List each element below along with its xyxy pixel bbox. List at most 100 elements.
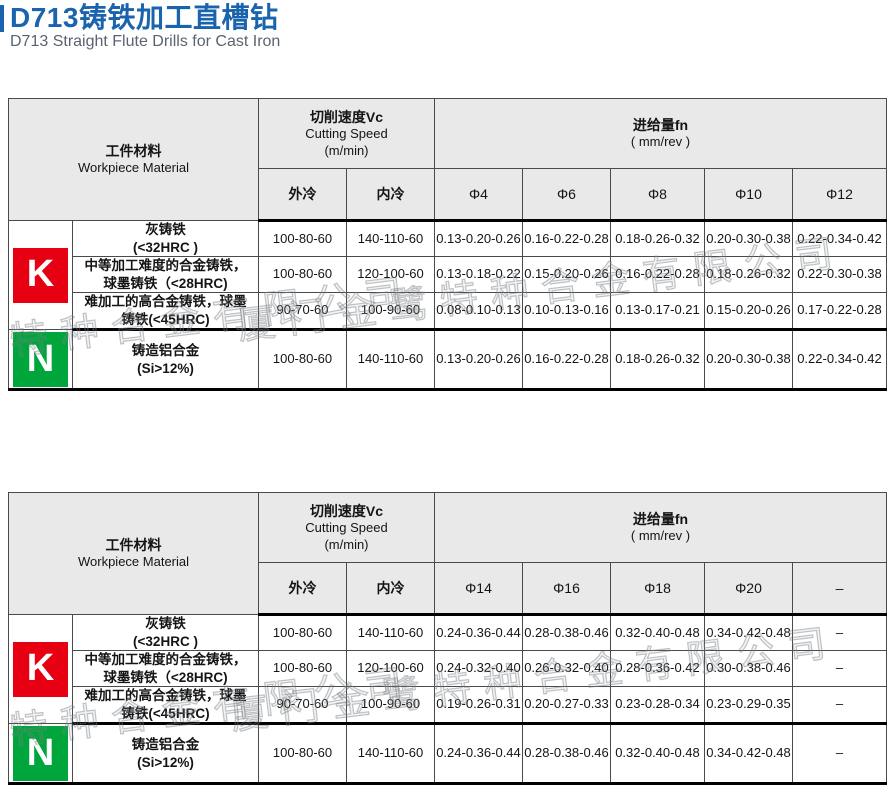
feed-value-cell: 0.15-0.20-0.26: [522, 256, 611, 294]
feed-rate-label-zh: 进给量fn: [632, 510, 689, 527]
feed-value-cell: 0.34-0.42-0.48: [704, 613, 793, 652]
speed-internal-cell: 120-100-60: [346, 650, 435, 688]
workpiece-material-cell: 灰铸铁 (<32HRC ): [72, 613, 259, 652]
speed-internal-cell: 140-110-60: [346, 613, 435, 652]
cutting-speed-label-zh: 切削速度Vc: [309, 502, 384, 519]
diameter-header: Φ16: [522, 562, 611, 616]
workpiece-material-cell: 中等加工难度的合金铸铁， 球墨铸铁（<28HRC): [72, 256, 259, 294]
speed-external-cell: 100-80-60: [258, 723, 347, 786]
feed-value-cell: 0.22-0.34-0.42: [792, 219, 887, 258]
speed-internal-cell: 100-90-60: [346, 686, 435, 726]
feed-value-cell: 0.15-0.20-0.26: [704, 292, 793, 332]
feed-value-cell: 0.13-0.18-0.22: [434, 256, 523, 294]
workpiece-material-cell: 灰铸铁 (<32HRC ): [72, 219, 259, 258]
diameter-header: Φ12: [792, 168, 887, 222]
feed-value-cell: 0.23-0.29-0.35: [704, 686, 793, 726]
table-row: 难加工的高合金铸铁，球墨 铸铁(<45HRC) 90-70-60 100-90-60…: [9, 292, 887, 332]
feed-rate-unit: ( mm/rev ): [630, 134, 691, 150]
cutting-table-small-diameters: 工件材料 Workpiece Material 切削速度Vc Cutting Spee…: [8, 98, 887, 392]
diameter-header: Φ18: [610, 562, 705, 616]
speed-external-cell: 100-80-60: [258, 613, 347, 652]
feed-value-cell: 0.24-0.32-0.40: [434, 650, 523, 688]
group-badge-k: K: [13, 247, 68, 303]
page-subtitle: D713 Straight Flute Drills for Cast Iron: [10, 33, 281, 50]
parameters-table: 工件材料 Workpiece Material 切削速度Vc Cutting Spee…: [8, 98, 887, 392]
diameter-header: –: [792, 562, 887, 616]
coolant-external-header: 外冷: [258, 168, 347, 222]
group-badge-n: N: [13, 331, 68, 387]
speed-internal-cell: 140-110-60: [346, 329, 435, 392]
workpiece-material-label-zh: 工件材料: [105, 142, 162, 159]
diameter-header: Φ4: [434, 168, 523, 222]
table-row: 中等加工难度的合金铸铁， 球墨铸铁（<28HRC) 100-80-60 120-10…: [9, 256, 887, 294]
page-title: D713铸铁加工直槽钻: [10, 2, 279, 33]
table-body: K 灰铸铁 (<32HRC ) 100-80-60 140-110-60 0.24-0.…: [8, 613, 887, 786]
speed-external-cell: 100-80-60: [258, 256, 347, 294]
feed-value-cell: 0.20-0.30-0.38: [704, 329, 793, 392]
cutting-speed-unit: (m/min): [324, 536, 369, 552]
diameter-header: Φ6: [522, 168, 611, 222]
feed-rate-header: 进给量fn( mm/rev ): [434, 98, 887, 169]
feed-rate-unit: ( mm/rev ): [630, 528, 691, 544]
group-badge-cell-n: N: [8, 723, 73, 786]
workpiece-material-cell: 难加工的高合金铸铁，球墨 铸铁(<45HRC): [72, 292, 259, 332]
feed-value-cell: 0.26-0.32-0.40: [522, 650, 611, 688]
feed-value-cell: 0.28-0.38-0.46: [522, 723, 611, 786]
table-row: 难加工的高合金铸铁，球墨 铸铁(<45HRC) 90-70-60 100-90-60…: [9, 686, 887, 726]
parameters-table: 工件材料 Workpiece Material 切削速度Vc Cutting Spee…: [8, 492, 887, 786]
group-badge-cell-n: N: [8, 329, 73, 392]
header-row-columns: 外冷 内冷 Φ4 Φ6 Φ8 Φ10 Φ12: [9, 168, 887, 222]
feed-value-cell: –: [792, 686, 887, 726]
feed-value-cell: 0.30-0.38-0.46: [704, 650, 793, 688]
coolant-internal-header: 内冷: [346, 562, 435, 616]
feed-value-cell: 0.16-0.22-0.28: [522, 329, 611, 392]
feed-value-cell: 0.28-0.38-0.46: [522, 613, 611, 652]
speed-external-cell: 90-70-60: [258, 292, 347, 332]
feed-value-cell: 0.34-0.42-0.48: [704, 723, 793, 786]
table-row: K 灰铸铁 (<32HRC ) 100-80-60 140-110-60 0.13-0.…: [8, 219, 887, 331]
feed-value-cell: –: [792, 723, 887, 786]
speed-external-cell: 100-80-60: [258, 219, 347, 258]
feed-value-cell: 0.16-0.22-0.28: [610, 256, 705, 294]
feed-value-cell: 0.16-0.22-0.28: [522, 219, 611, 258]
feed-value-cell: 0.32-0.40-0.48: [610, 723, 705, 786]
diameter-header: Φ10: [704, 168, 793, 222]
feed-value-cell: 0.13-0.17-0.21: [610, 292, 705, 332]
feed-rate-header: 进给量fn( mm/rev ): [434, 492, 887, 563]
workpiece-material-cell: 铸造铝合金 (Si>12%): [72, 329, 259, 392]
table-row: N 铸造铝合金 (Si>12%) 100-80-60 140-110-60 0.13-0…: [8, 329, 887, 392]
feed-value-cell: 0.19-0.26-0.31: [434, 686, 523, 726]
feed-value-cell: 0.20-0.30-0.38: [704, 219, 793, 258]
table-row: K 灰铸铁 (<32HRC ) 100-80-60 140-110-60 0.24-0.…: [8, 613, 887, 725]
cutting-speed-header: 切削速度Vc Cutting Speed (m/min): [258, 492, 435, 563]
feed-value-cell: 0.28-0.36-0.42: [610, 650, 705, 688]
cutting-table-large-diameters: 工件材料 Workpiece Material 切削速度Vc Cutting Spee…: [8, 492, 887, 786]
feed-value-cell: 0.23-0.28-0.34: [610, 686, 705, 726]
cutting-speed-unit: (m/min): [324, 142, 369, 158]
feed-value-cell: 0.22-0.34-0.42: [792, 329, 887, 392]
group-badge-cell-k: K: [8, 219, 73, 331]
cutting-speed-label-en: Cutting Speed: [305, 125, 388, 141]
workpiece-material-label-en: Workpiece Material: [77, 160, 190, 176]
workpiece-material-cell: 中等加工难度的合金铸铁， 球墨铸铁（<28HRC): [72, 650, 259, 688]
workpiece-material-label-en: Workpiece Material: [77, 554, 190, 570]
feed-value-cell: 0.24-0.36-0.44: [434, 723, 523, 786]
feed-value-cell: 0.08-0.10-0.13: [434, 292, 523, 332]
table-row: 中等加工难度的合金铸铁， 球墨铸铁（<28HRC) 100-80-60 120-10…: [9, 650, 887, 688]
header-row-columns: 外冷 内冷 Φ14 Φ16 Φ18 Φ20–: [9, 562, 887, 616]
feed-value-cell: 0.32-0.40-0.48: [610, 613, 705, 652]
cutting-speed-label-zh: 切削速度Vc: [309, 108, 384, 125]
feed-value-cell: 0.18-0.26-0.32: [610, 329, 705, 392]
diameter-header: Φ14: [434, 562, 523, 616]
speed-internal-cell: 140-110-60: [346, 723, 435, 786]
feed-rate-label-zh: 进给量fn: [632, 116, 689, 133]
workpiece-material-header: 工件材料 Workpiece Material: [8, 492, 259, 615]
speed-internal-cell: 140-110-60: [346, 219, 435, 258]
speed-internal-cell: 120-100-60: [346, 256, 435, 294]
feed-value-cell: 0.18-0.26-0.32: [610, 219, 705, 258]
coolant-internal-header: 内冷: [346, 168, 435, 222]
group-badge-n: N: [13, 725, 68, 781]
workpiece-material-header: 工件材料 Workpiece Material: [8, 98, 259, 221]
feed-value-cell: 0.13-0.20-0.26: [434, 329, 523, 392]
